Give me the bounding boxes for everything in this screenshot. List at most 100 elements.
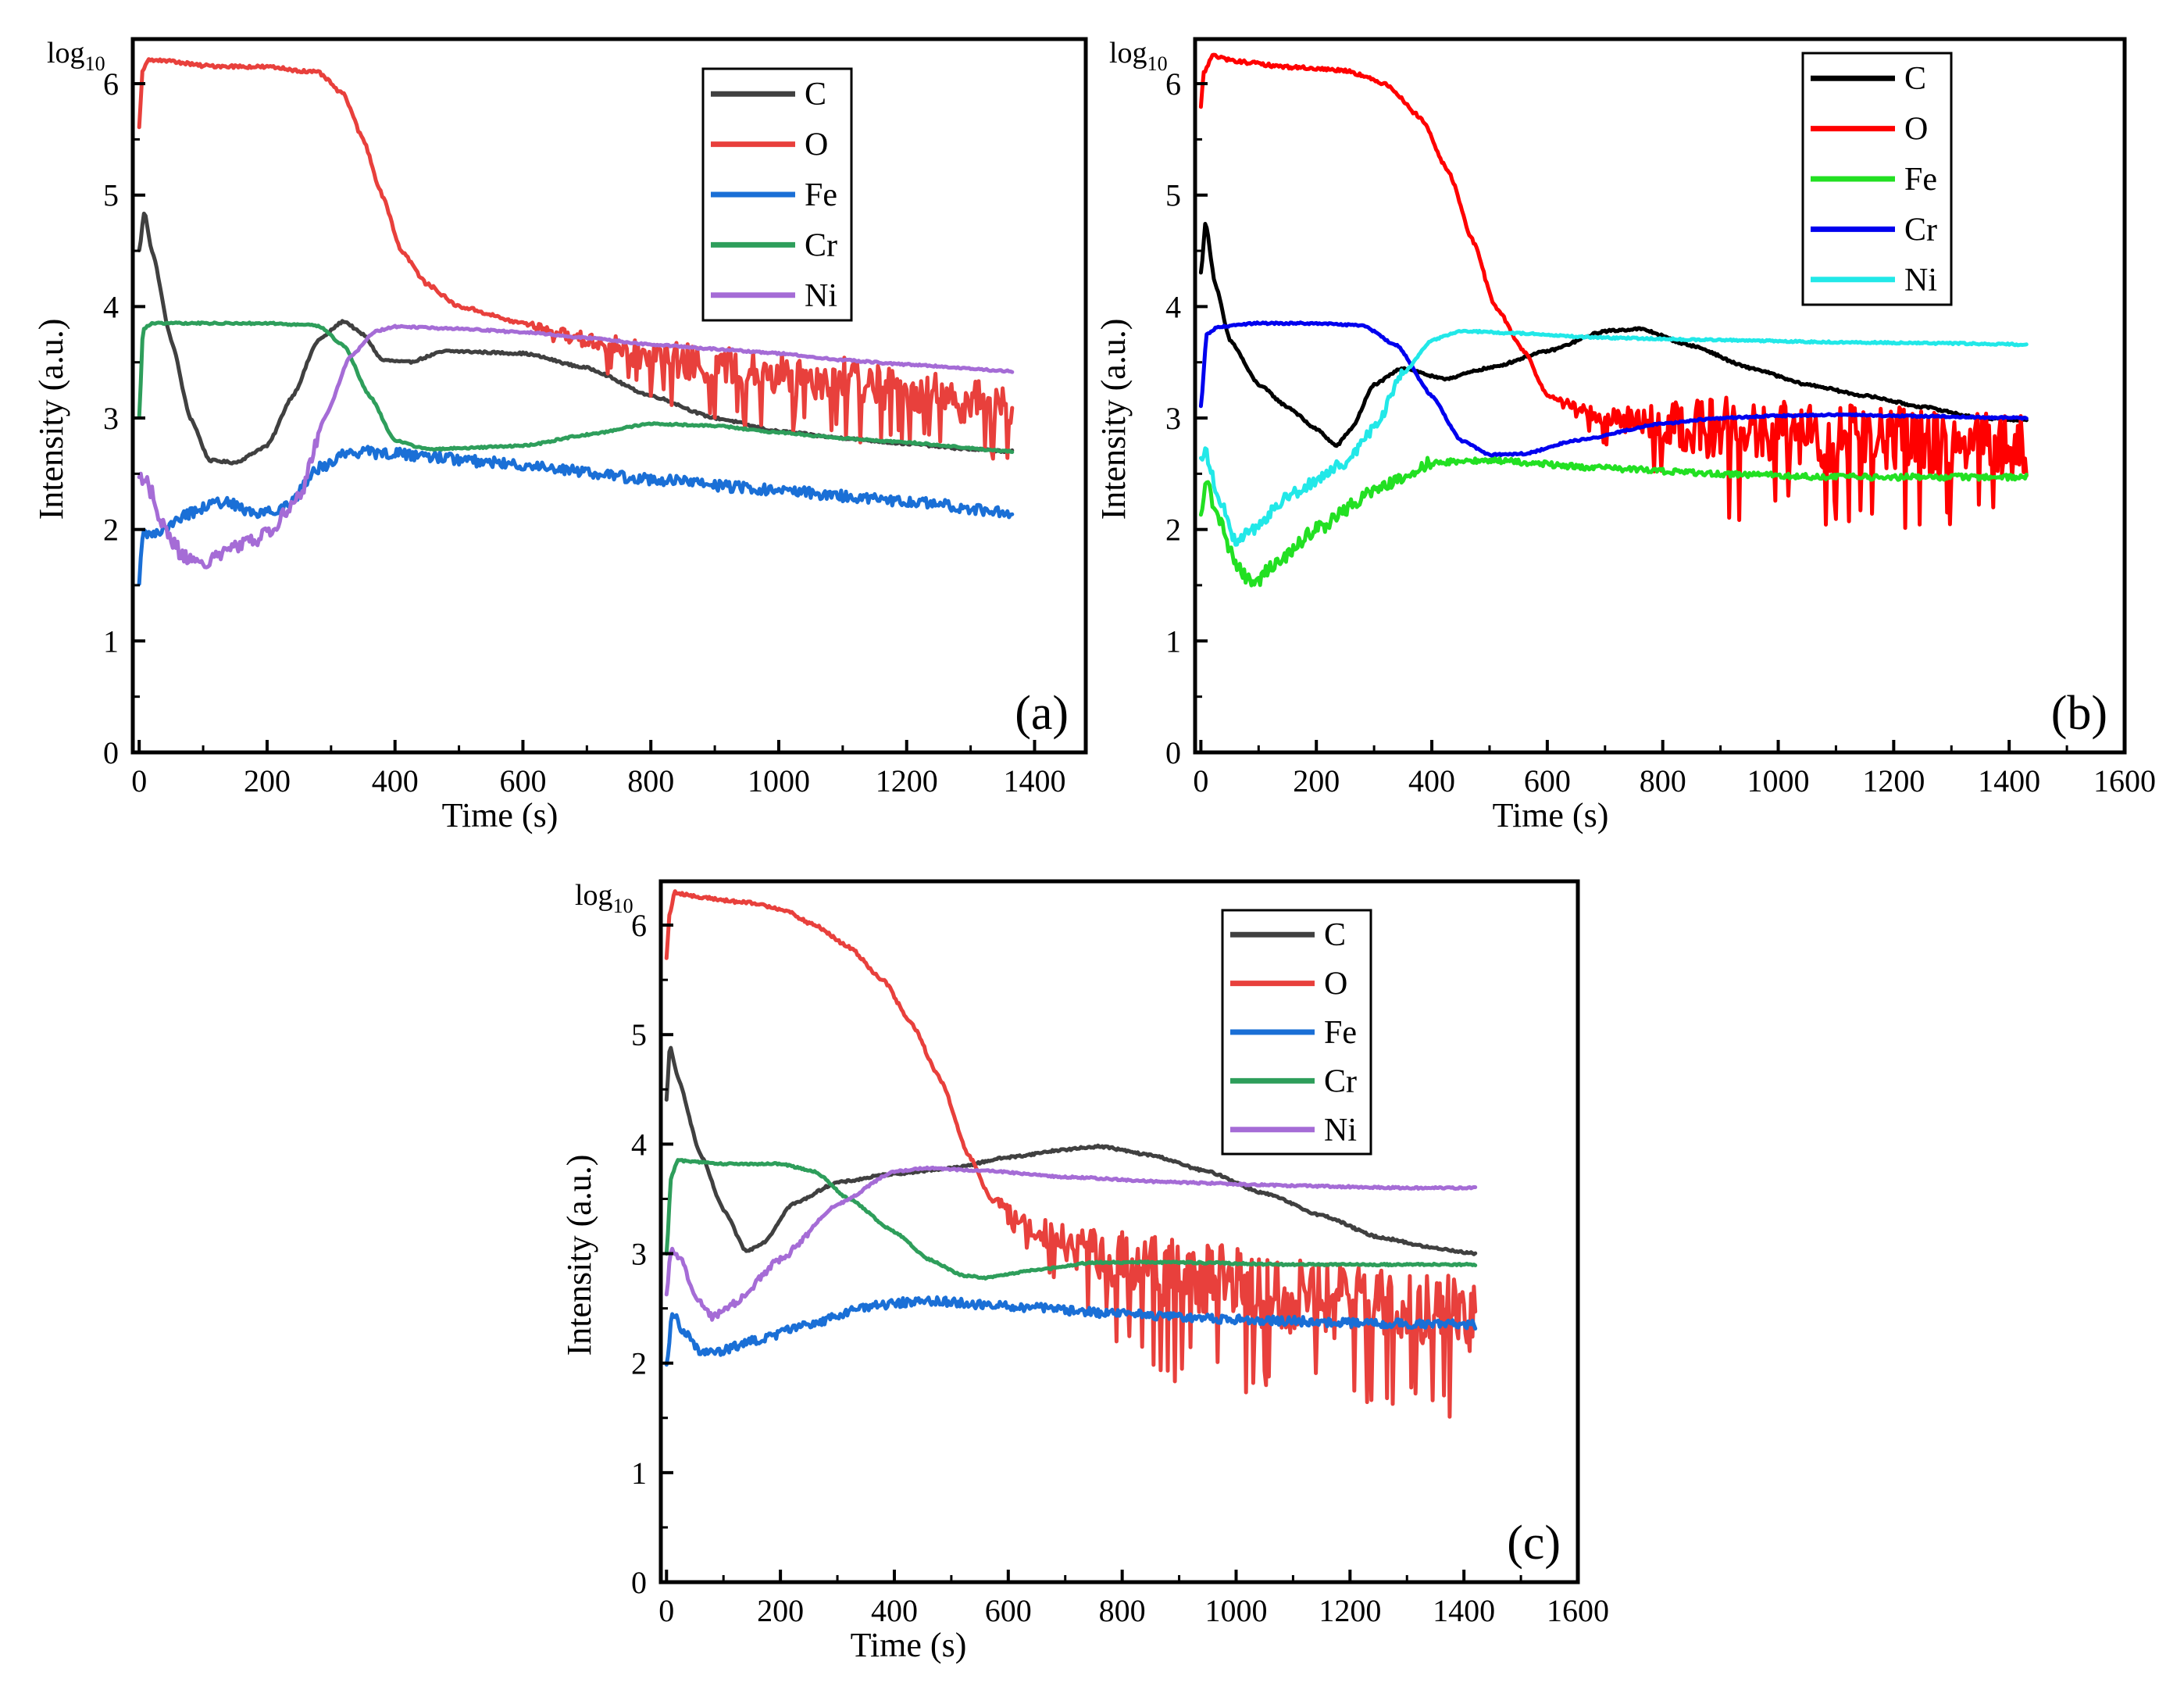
- series-line-c: [1198, 222, 2029, 448]
- series-line-o: [664, 889, 1478, 1419]
- x-tick-label: 1600: [2093, 763, 2156, 798]
- plot-frame: [1193, 37, 2127, 755]
- y-tick-label: 5: [103, 178, 119, 213]
- log-subscript: 10: [613, 895, 633, 917]
- legend-label-o: O: [805, 127, 828, 163]
- y-tick-label: 4: [103, 289, 119, 324]
- series-line-o: [1198, 52, 2029, 531]
- legend-label-ni: Ni: [805, 278, 837, 314]
- x-tick-label: 600: [985, 1593, 1032, 1628]
- panel-label: (c): [1507, 1517, 1561, 1570]
- log-prefix: log: [1109, 37, 1147, 70]
- legend-label-fe: Fe: [1904, 162, 1937, 198]
- legend-label-c: C: [1324, 917, 1346, 953]
- series-line-cr: [137, 320, 1015, 455]
- x-axis: 0 200 400 600 800 1000 1200 1400 1600: [1193, 740, 2156, 798]
- x-tick-label: 1200: [876, 763, 938, 798]
- x-tick-label: 200: [244, 763, 291, 798]
- x-tick-label: 200: [1293, 763, 1340, 798]
- log-prefix: log: [47, 37, 85, 70]
- series-line-cr: [1198, 320, 2029, 458]
- y-tick-label: 2: [103, 513, 119, 548]
- x-axis: 0 200 400 600 800 1000 1200 1400: [131, 740, 1065, 798]
- x-tick-label: 1400: [1003, 763, 1065, 798]
- y-tick-label: 0: [631, 1565, 647, 1600]
- x-tick-label: 200: [757, 1593, 804, 1628]
- y-tick-label: 2: [1165, 513, 1181, 548]
- panel-b: 0 200 400 600 800 1000 1200 1400 1600 Time (s) 0 1 2…: [1094, 37, 2156, 834]
- log-scale-label: log10: [1109, 37, 1168, 75]
- panel-label: (b): [2051, 687, 2107, 740]
- log-scale-label: log10: [575, 879, 633, 917]
- x-tick-label: 0: [658, 1593, 674, 1628]
- x-tick-label: 0: [1193, 763, 1208, 798]
- legend-label-fe: Fe: [1324, 1015, 1357, 1051]
- y-tick-label: 5: [631, 1017, 647, 1052]
- x-tick-label: 1400: [1433, 1593, 1495, 1628]
- legend-label-o: O: [1904, 112, 1928, 148]
- series-group: [137, 57, 1015, 586]
- y-tick-label: 6: [103, 66, 119, 102]
- x-tick-label: 1600: [1547, 1593, 1609, 1628]
- series-line-ni: [137, 323, 1015, 570]
- x-tick-label: 600: [1524, 763, 1571, 798]
- y-axis: 0 1 2 3 4 5 6: [1165, 66, 1208, 770]
- y-tick-label: 2: [631, 1346, 647, 1381]
- log-subscript: 10: [85, 52, 105, 75]
- series-line-fe: [1198, 456, 2029, 588]
- log-subscript: 10: [1147, 52, 1168, 75]
- series-line-fe: [137, 445, 1015, 586]
- legend-label-cr: Cr: [805, 227, 837, 263]
- panel-label: (a): [1015, 687, 1069, 740]
- plot-frame: [658, 879, 1580, 1584]
- legend-label-ni: Ni: [1324, 1113, 1357, 1149]
- series-group: [664, 889, 1478, 1419]
- log-scale-label: log10: [47, 37, 105, 75]
- x-tick-label: 1000: [748, 763, 810, 798]
- y-tick-label: 6: [1165, 66, 1181, 102]
- log-prefix: log: [575, 879, 613, 912]
- y-tick-label: 4: [631, 1127, 647, 1162]
- x-tick-label: 400: [1408, 763, 1455, 798]
- y-tick-label: 5: [1165, 178, 1181, 213]
- y-axis: 0 1 2 3 4 5 6: [631, 908, 673, 1600]
- y-axis: 0 1 2 3 4 5 6: [103, 66, 145, 770]
- series-line-o: [137, 57, 1015, 461]
- series-line-cr: [664, 1158, 1478, 1281]
- x-tick-label: 1000: [1747, 763, 1810, 798]
- x-axis-label: Time (s): [1493, 796, 1609, 834]
- y-tick-label: 3: [631, 1237, 647, 1272]
- legend: CO Fe Cr Ni: [1801, 52, 1953, 306]
- y-tick-label: 0: [1165, 735, 1181, 770]
- panel-a: 0 200 400 600 800 1000 1200 1400 Time (s) 0 1 2 3 4 5 6…: [32, 37, 1088, 834]
- legend-label-fe: Fe: [805, 177, 837, 213]
- x-axis-label: Time (s): [442, 796, 558, 834]
- legend-label-ni: Ni: [1904, 263, 1937, 298]
- series-group: [1198, 52, 2029, 588]
- x-axis: 0 200 400 600 800 1000 1200 1400 1600: [658, 1570, 1609, 1628]
- y-tick-label: 6: [631, 908, 647, 943]
- series-line-fe: [664, 1295, 1478, 1367]
- y-tick-label: 1: [103, 623, 119, 659]
- legend-label-o: O: [1324, 966, 1347, 1002]
- x-tick-label: 1200: [1862, 763, 1925, 798]
- series-line-ni: [664, 1165, 1478, 1322]
- x-tick-label: 600: [499, 763, 546, 798]
- x-axis-label: Time (s): [851, 1626, 967, 1664]
- legend-label-c: C: [805, 77, 826, 113]
- y-tick-label: 1: [631, 1456, 647, 1491]
- legend: CO Fe Cr Ni: [701, 67, 853, 322]
- x-tick-label: 400: [372, 763, 419, 798]
- x-tick-label: 800: [627, 763, 674, 798]
- series-line-ni: [1198, 328, 2029, 547]
- y-tick-label: 4: [1165, 289, 1181, 324]
- panel-c: 0 200 400 600 800 1000 1200 1400 1600 Time (s) 0 1 2…: [560, 879, 1609, 1664]
- y-axis-label: Intensity (a.u.): [1094, 319, 1133, 520]
- y-tick-label: 3: [1165, 401, 1181, 436]
- y-axis-label: Intensity (a.u.): [560, 1155, 598, 1356]
- legend-label-cr: Cr: [1324, 1063, 1357, 1099]
- x-tick-label: 400: [871, 1593, 918, 1628]
- y-tick-label: 1: [1165, 623, 1181, 659]
- y-tick-label: 3: [103, 401, 119, 436]
